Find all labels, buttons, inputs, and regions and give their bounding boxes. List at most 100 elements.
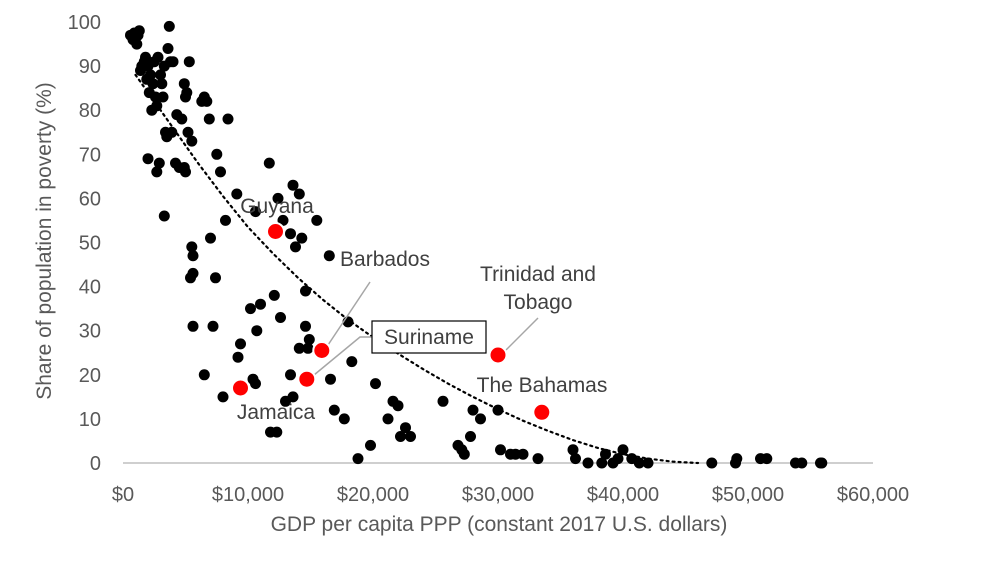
y-tick-label: 90 xyxy=(79,56,101,78)
data-point xyxy=(311,214,323,226)
data-point xyxy=(250,206,261,218)
data-point xyxy=(567,444,579,456)
data-point xyxy=(186,241,198,253)
data-point xyxy=(167,56,179,68)
data-point xyxy=(437,395,449,407)
x-tick-label: $10,000 xyxy=(212,484,284,506)
data-point xyxy=(215,166,226,178)
data-point xyxy=(176,113,188,125)
y-tick-label: 80 xyxy=(79,100,101,122)
y-tick-label: 30 xyxy=(79,321,101,343)
x-tick-label: $20,000 xyxy=(337,484,409,506)
data-point xyxy=(303,334,315,345)
data-point xyxy=(220,214,231,226)
data-point xyxy=(570,453,581,465)
data-point xyxy=(275,312,286,323)
data-point xyxy=(180,166,191,178)
data-point xyxy=(250,378,261,390)
data-point xyxy=(300,285,311,297)
y-tick-label: 100 xyxy=(68,12,101,34)
x-tick-label: $30,000 xyxy=(462,484,534,506)
data-point xyxy=(207,320,219,332)
trinidad-label-line1: Trinidad and xyxy=(480,263,596,286)
data-point xyxy=(287,391,299,403)
data-point xyxy=(251,325,263,337)
data-point xyxy=(272,192,284,204)
data-point xyxy=(302,342,314,354)
data-point xyxy=(467,404,479,416)
x-tick-label: $60,000 xyxy=(837,484,909,506)
x-tick-label: $50,000 xyxy=(712,484,784,506)
data-point xyxy=(642,457,654,469)
y-tick-label: 40 xyxy=(79,277,101,299)
data-point xyxy=(162,43,174,54)
data-point xyxy=(465,431,476,442)
data-point xyxy=(285,369,296,381)
data-point xyxy=(185,272,196,284)
data-point xyxy=(142,153,154,165)
data-point xyxy=(596,457,608,469)
data-point xyxy=(285,228,296,240)
highlighted-point xyxy=(312,341,332,360)
data-point xyxy=(293,188,305,200)
data-point xyxy=(346,356,358,368)
y-tick-label: 20 xyxy=(79,365,101,387)
data-point xyxy=(222,113,234,125)
data-point xyxy=(731,453,743,465)
data-point xyxy=(140,51,151,63)
data-point xyxy=(158,210,170,222)
highlighted-point xyxy=(231,378,250,398)
data-point xyxy=(328,404,340,416)
data-point xyxy=(475,413,486,425)
bahamas-label: The Bahamas xyxy=(477,374,608,397)
data-point xyxy=(187,250,199,262)
data-point xyxy=(458,448,470,460)
x-tick-label: $0 xyxy=(112,484,134,506)
country-points xyxy=(125,20,828,469)
data-point xyxy=(293,342,305,354)
data-point xyxy=(211,148,223,160)
data-point xyxy=(296,232,308,244)
data-point xyxy=(612,453,624,465)
data-point xyxy=(290,241,301,253)
data-point xyxy=(203,113,215,125)
data-point xyxy=(617,444,629,456)
suriname-leader-line xyxy=(313,336,372,376)
data-point xyxy=(370,378,381,390)
data-point xyxy=(183,56,195,68)
data-point xyxy=(131,38,143,50)
data-point xyxy=(532,453,544,465)
data-point xyxy=(395,431,406,442)
barbados-label: Barbados xyxy=(340,248,430,271)
x-axis-tick-labels: $0 $10,000 $20,000 $30,000 $40,000 $50,000 $60… xyxy=(112,484,909,506)
data-point xyxy=(152,51,164,63)
barbados-leader-line xyxy=(327,281,371,346)
data-point xyxy=(210,272,221,284)
data-point xyxy=(492,404,504,416)
data-point xyxy=(365,439,376,451)
data-point xyxy=(151,166,163,178)
data-point xyxy=(187,320,199,332)
suriname-label-box xyxy=(371,320,487,354)
y-tick-label: 0 xyxy=(90,453,101,475)
data-point xyxy=(323,250,335,262)
annotation-leader-lines xyxy=(313,281,539,376)
data-point xyxy=(517,448,529,460)
data-point xyxy=(151,100,163,112)
highlighted-point xyxy=(297,369,317,389)
data-point xyxy=(178,78,190,90)
data-point xyxy=(157,91,169,103)
data-point xyxy=(761,453,773,465)
trinidad-leader-line xyxy=(505,317,539,351)
data-point xyxy=(217,391,229,403)
data-point xyxy=(495,444,506,456)
highlighted-country-points xyxy=(231,222,552,422)
jamaica-label: Jamaica xyxy=(237,401,316,424)
data-point xyxy=(352,453,364,465)
data-point xyxy=(186,135,198,147)
data-point xyxy=(405,431,416,442)
data-point xyxy=(155,69,166,81)
data-point xyxy=(163,20,175,32)
data-point xyxy=(153,157,165,169)
